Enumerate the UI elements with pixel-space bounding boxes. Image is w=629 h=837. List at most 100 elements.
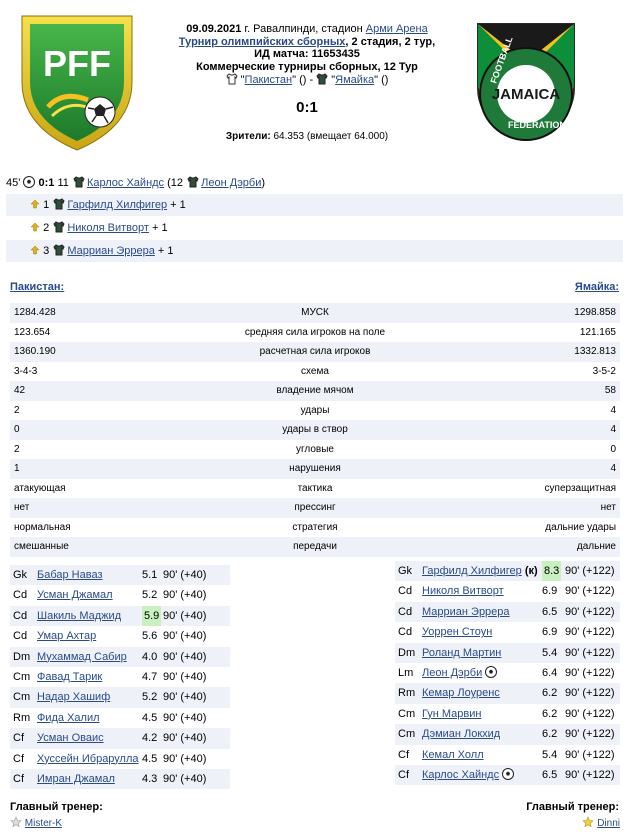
goal-extra-plus: + 1	[157, 245, 174, 257]
goal-extra-plus: + 1	[151, 222, 168, 234]
stat-away-value: 1332.813	[574, 346, 616, 357]
goal-extra-row: 3 Марриан Эррера + 1	[6, 240, 623, 262]
player-link[interactable]: Имран Джамал	[37, 772, 115, 785]
player-position: Cd	[398, 605, 413, 618]
home-lineup: Gk Бабар Наваз 5.1 90' (+40) Cd Усман Джамал 5…	[10, 565, 230, 790]
player-minutes: 90' (+40)	[163, 732, 207, 745]
stat-home-value: 1284.428	[14, 307, 56, 318]
player-link[interactable]: Леон Дэрби	[422, 666, 483, 679]
stats-row: удары в створ 0 4	[10, 420, 620, 440]
player-position: Cm	[398, 728, 416, 741]
home-team-title-link[interactable]: Пакистан:	[10, 281, 65, 293]
player-row: Cd Марриан Эррера 6.5 90' (+122)	[395, 601, 620, 623]
player-rating: 6.4	[542, 666, 558, 679]
player-row: Gk Бабар Наваз 5.1 90' (+40)	[10, 565, 230, 586]
player-minutes: 90' (+40)	[163, 772, 207, 785]
player-minutes: 90' (+122)	[565, 728, 615, 741]
goal-extra-player-link[interactable]: Николя Витворт	[67, 222, 149, 234]
player-row: Cd Николя Витворт 6.9 90' (+122)	[395, 581, 620, 601]
stat-home-value: 2	[14, 404, 20, 416]
player-link[interactable]: Мухаммад Сабир	[37, 650, 127, 663]
player-name-cell: Усман Джамал	[37, 585, 113, 605]
home-team-link[interactable]: Пакистан	[244, 74, 293, 86]
home-coach-link[interactable]: Mister-K	[24, 818, 63, 829]
stat-label: нарушения	[289, 463, 341, 474]
arrow-up-icon	[30, 195, 40, 209]
player-position: Cm	[398, 707, 416, 720]
goal-extra-row: 2 Николя Витворт + 1	[6, 217, 623, 239]
player-position: Cm	[13, 691, 31, 704]
player-link[interactable]: Николя Витворт	[422, 585, 504, 598]
match-id: ИД матча: 11653435	[254, 48, 360, 60]
stats-row: нарушения 1 4	[10, 459, 620, 479]
stat-home-value: 2	[14, 443, 20, 455]
player-link[interactable]: Дэмиан Локхид	[422, 728, 501, 741]
away-team-suffix: ()	[378, 74, 389, 86]
player-name-cell: Имран Джамал	[37, 769, 115, 789]
player-link[interactable]: Умар Ахтар	[37, 630, 97, 643]
stat-away-value: дальние удары	[545, 521, 616, 533]
shirt-icon	[186, 174, 199, 188]
player-link[interactable]: Карлос Хайндс	[422, 768, 500, 781]
player-name-cell: Гарфилд Хилфигер (к)	[422, 561, 538, 581]
stat-away-value: суперзащитная	[544, 482, 616, 494]
away-team-title-link[interactable]: Ямайка:	[574, 281, 619, 293]
player-link[interactable]: Бабар Наваз	[37, 569, 103, 581]
away-coach-label: Главный тренер:	[526, 801, 619, 813]
player-link[interactable]: Гун Марвин	[422, 707, 482, 720]
stats-row: прессинг нет нет	[10, 498, 620, 518]
player-row: Cm Дэмиан Локхид 6.2 90' (+122)	[395, 724, 620, 745]
player-row: Rm Фида Халил 4.5 90' (+40)	[10, 708, 230, 728]
player-position: Rm	[13, 711, 31, 724]
tournament-link[interactable]: Турнир олимпийских сборных	[178, 36, 346, 48]
stat-away-value: 58	[604, 385, 616, 396]
match-date-line: 09.09.2021 г. Равалпинди, стадион Арми А…	[150, 23, 464, 36]
stat-label: тактика	[297, 482, 333, 494]
player-link[interactable]: Уоррен Стоун	[422, 626, 493, 639]
player-name-cell: Фида Халил	[37, 708, 100, 728]
player-row: Cf Имран Джамал 4.3 90' (+40)	[10, 768, 230, 790]
player-position: Cd	[13, 609, 28, 622]
player-link[interactable]: Надар Хашиф	[37, 691, 111, 704]
away-lineup: Gk Гарфилд Хилфигер (к) 8.3 90' (+122) Cd Ник…	[395, 561, 620, 786]
captain-mark: (к)	[521, 565, 538, 577]
goal-scorer-link[interactable]: Карлос Хайндс	[86, 177, 165, 189]
player-link[interactable]: Шакиль Маджид	[37, 609, 122, 622]
player-rating: 6.5	[542, 605, 558, 618]
player-link[interactable]: Роланд Мартин	[422, 646, 502, 659]
player-link[interactable]: Усман Оваис	[37, 732, 104, 745]
match-stats-table: МУСК 1284.428 1298.858 средняя сила игроков…	[10, 303, 620, 557]
player-row: Lm Леон Дэрби 6.4 90' (+122)	[395, 663, 620, 683]
player-name-cell: Николя Витворт	[422, 581, 504, 601]
player-link[interactable]: Кемар Лоуренс	[422, 687, 500, 700]
stadium-link[interactable]: Арми Арена	[365, 23, 428, 35]
goal-extra-player-link[interactable]: Марриан Эррера	[67, 245, 155, 257]
player-name-cell: Кемар Лоуренс	[422, 683, 500, 703]
player-rating: 4.5	[142, 711, 158, 724]
player-minutes: 90' (+40)	[163, 670, 207, 683]
goal-extra-player-link[interactable]: Гарфилд Хилфигер	[67, 199, 168, 211]
spectators-label: Зрители:	[225, 131, 271, 142]
goal-extra-number: 1	[43, 199, 50, 211]
goal-score: 0:1	[38, 177, 55, 189]
player-row: Cm Надар Хашиф 5.2 90' (+40)	[10, 687, 230, 708]
player-link[interactable]: Хуссейн Ибрарулла	[37, 752, 139, 765]
star-icon	[10, 816, 22, 828]
player-link[interactable]: Усман Джамал	[37, 589, 113, 602]
player-link[interactable]: Гарфилд Хилфигер	[422, 565, 522, 577]
player-name-cell: Гун Марвин	[422, 704, 481, 724]
away-team-link[interactable]: Ямайка	[335, 74, 375, 86]
player-minutes: 90' (+40)	[163, 589, 207, 602]
away-coach-link[interactable]: Dinni	[597, 818, 620, 829]
stat-away-value: дальние	[576, 541, 616, 552]
player-rating: 4.3	[142, 772, 158, 785]
player-link[interactable]: Марриан Эррера	[422, 605, 510, 618]
player-position: Lm	[398, 666, 414, 679]
player-row: Cm Фавад Тарик 4.7 90' (+40)	[10, 667, 230, 687]
player-link[interactable]: Фавад Тарик	[37, 670, 103, 683]
goal-assist-link[interactable]: Леон Дэрби	[201, 177, 262, 189]
player-link[interactable]: Кемал Холл	[422, 748, 484, 761]
player-link[interactable]: Фида Халил	[37, 711, 100, 724]
spectators: Зрители: 64.353 (вмещает 64.000)	[150, 130, 464, 143]
player-name-cell: Шакиль Маджид	[37, 606, 121, 626]
